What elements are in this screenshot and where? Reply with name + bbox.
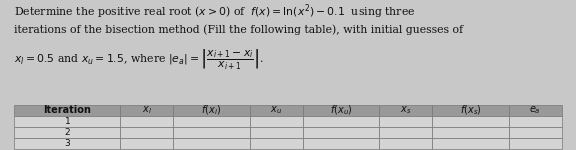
Bar [379, 105, 432, 116]
Text: $f(x_s)$: $f(x_s)$ [460, 104, 482, 117]
Bar [173, 127, 250, 138]
Bar [303, 105, 379, 116]
Bar [509, 127, 562, 138]
Text: $x_u$: $x_u$ [270, 105, 282, 116]
Text: 2: 2 [65, 128, 70, 137]
Bar [509, 105, 562, 116]
Bar [173, 105, 250, 116]
Bar [432, 105, 509, 116]
Bar [432, 138, 509, 148]
Bar [120, 127, 173, 138]
Bar [14, 116, 120, 127]
Bar [250, 138, 303, 148]
Text: $e_a$: $e_a$ [529, 105, 541, 116]
Bar [14, 105, 120, 116]
Bar [14, 138, 120, 148]
Text: $x_l$: $x_l$ [142, 105, 151, 116]
Bar [120, 138, 173, 148]
Text: Determine the positive real root ($x > 0$) of  $f(x) = \ln(x^2) - 0.1$  using th: Determine the positive real root ($x > 0… [14, 2, 416, 21]
Text: 1: 1 [65, 117, 70, 126]
Bar [303, 116, 379, 127]
Text: $f(x_u)$: $f(x_u)$ [329, 104, 353, 117]
Bar [250, 105, 303, 116]
Bar [303, 127, 379, 138]
Bar [432, 127, 509, 138]
Bar [379, 138, 432, 148]
Bar [379, 116, 432, 127]
Bar [173, 138, 250, 148]
Bar [14, 127, 120, 138]
Text: Iteration: Iteration [43, 105, 91, 116]
Text: 3: 3 [65, 139, 70, 148]
Bar [120, 116, 173, 127]
Bar [379, 127, 432, 138]
Bar [303, 138, 379, 148]
Bar [120, 105, 173, 116]
Bar [509, 138, 562, 148]
Text: $f(x_l)$: $f(x_l)$ [202, 104, 222, 117]
Bar [250, 116, 303, 127]
Text: $x_s$: $x_s$ [400, 105, 411, 116]
Text: iterations of the bisection method (Fill the following table), with initial gues: iterations of the bisection method (Fill… [14, 25, 464, 35]
Bar [432, 116, 509, 127]
Bar [173, 116, 250, 127]
Bar [509, 116, 562, 127]
Bar [250, 127, 303, 138]
Text: $x_l = 0.5$ and $x_u = 1.5$, where $|e_a| = \left|\dfrac{x_{i+1}-x_i}{x_{i+1}}\r: $x_l = 0.5$ and $x_u = 1.5$, where $|e_a… [14, 47, 264, 71]
